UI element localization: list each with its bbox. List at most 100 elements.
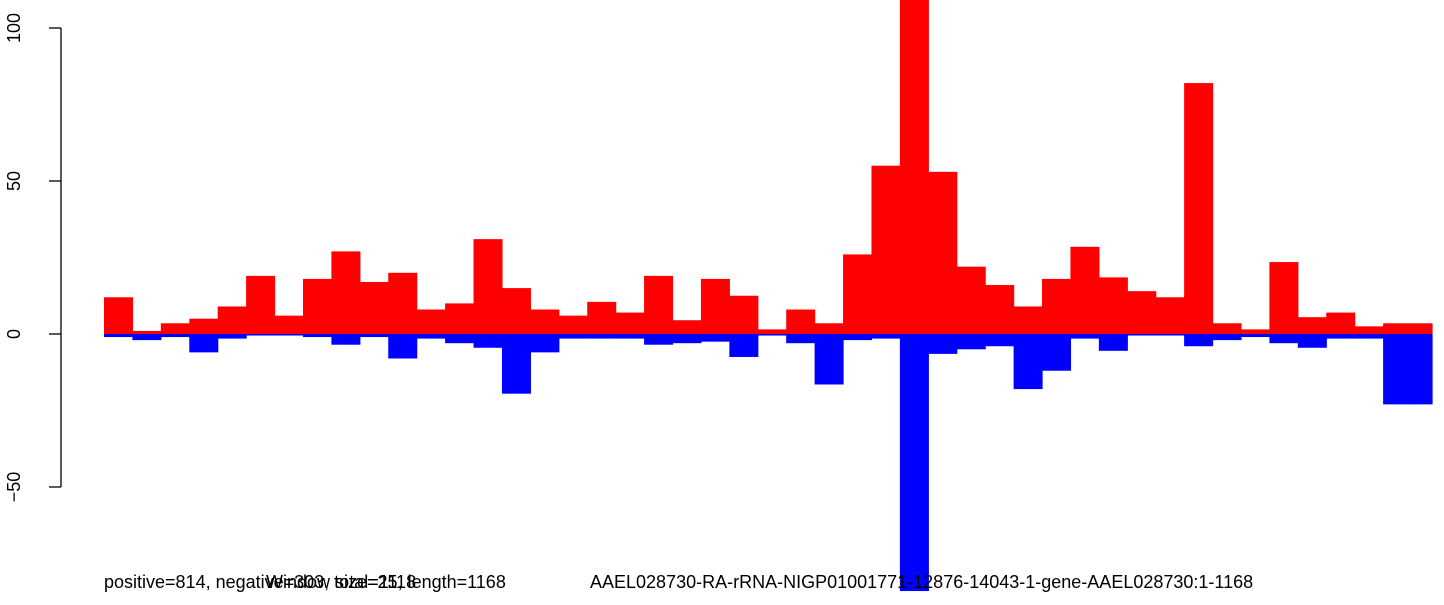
negative-bar — [615, 334, 645, 339]
positive-bar — [985, 285, 1015, 334]
positive-bar — [1013, 306, 1043, 334]
negative-bar — [956, 334, 986, 350]
negative-bar — [899, 334, 929, 592]
positive-bar — [274, 315, 304, 334]
positive-bar — [558, 315, 588, 334]
negative-bar — [1411, 334, 1433, 405]
positive-bar — [928, 171, 958, 334]
negative-bar — [644, 334, 674, 345]
negative-bar — [1297, 334, 1327, 348]
positive-bar — [757, 329, 787, 334]
negative-bar — [1127, 334, 1157, 336]
y-tick-label: 0 — [4, 329, 24, 339]
negative-bar — [1383, 334, 1413, 405]
caption-window: Window size=25, length=1168 — [266, 572, 506, 592]
negative-bar — [473, 334, 503, 348]
negative-bars — [104, 334, 1433, 592]
negative-bar — [1326, 334, 1356, 339]
positive-bar — [1411, 323, 1433, 334]
positive-bars — [104, 0, 1433, 335]
positive-bar — [1184, 83, 1214, 334]
positive-bar — [359, 281, 389, 334]
negative-bar — [1212, 334, 1242, 341]
caption: positive=814, negative=303, total=1118 W… — [0, 572, 1444, 602]
positive-bar — [672, 320, 702, 334]
caption-gene: AAEL028730-RA-rRNA-NIGP01001771-12876-14… — [590, 572, 1254, 592]
positive-bar — [132, 330, 162, 334]
negative-bar — [189, 334, 219, 353]
negative-bar — [814, 334, 844, 385]
negative-bar — [1184, 334, 1214, 347]
positive-bar — [644, 275, 674, 334]
positive-bar — [786, 309, 816, 334]
caption-counts: positive=814, negative=303, total=1118 — [104, 572, 417, 592]
negative-bar — [1354, 334, 1384, 339]
negative-bar — [928, 334, 958, 354]
positive-bar — [1212, 323, 1242, 334]
positive-bar — [189, 318, 219, 334]
positive-bar — [1042, 278, 1072, 334]
negative-bar — [1240, 334, 1271, 338]
negative-bar — [1042, 334, 1072, 371]
negative-bar — [501, 334, 531, 394]
positive-bar — [899, 0, 929, 335]
negative-bar — [985, 334, 1015, 347]
negative-bar — [217, 334, 247, 339]
negative-bar — [302, 334, 332, 338]
negative-bar — [359, 334, 389, 338]
positive-bar — [302, 278, 332, 334]
positive-bar — [1326, 312, 1356, 334]
positive-bar — [1098, 277, 1128, 334]
negative-bar — [388, 334, 418, 359]
y-axis: −50 0 50 100 — [4, 13, 62, 503]
positive-bar — [445, 303, 475, 334]
negative-bar — [246, 334, 276, 336]
positive-bar — [587, 301, 617, 334]
negative-bar — [757, 334, 787, 336]
y-tick-label: 50 — [4, 171, 24, 191]
positive-bar — [1240, 329, 1271, 334]
positive-bar — [729, 295, 759, 334]
positive-bar — [1297, 317, 1327, 334]
positive-bar — [871, 165, 901, 334]
positive-bar — [501, 288, 531, 334]
negative-bar — [672, 334, 702, 344]
negative-bar — [729, 334, 759, 357]
positive-bar — [1127, 291, 1157, 334]
positive-bar — [814, 323, 844, 334]
negative-bar — [530, 334, 560, 353]
positive-bar — [1155, 297, 1185, 334]
positive-bar — [700, 278, 730, 334]
positive-bar — [416, 309, 446, 334]
negative-bar — [1155, 334, 1185, 336]
negative-bar — [1098, 334, 1128, 351]
positive-bar — [160, 323, 190, 334]
positive-bar — [473, 239, 503, 334]
negative-bar — [558, 334, 588, 339]
negative-bar — [132, 334, 162, 341]
negative-bar — [274, 334, 304, 336]
negative-bar — [843, 334, 873, 341]
negative-bar — [331, 334, 361, 345]
positive-bar — [843, 254, 873, 334]
positive-bar — [1354, 326, 1384, 334]
positive-bar — [1383, 323, 1413, 334]
positive-bar — [246, 275, 276, 334]
negative-bar — [104, 334, 134, 338]
negative-bar — [700, 334, 730, 342]
negative-bar — [160, 334, 190, 338]
negative-bar — [1070, 334, 1100, 339]
positive-bar — [1269, 262, 1299, 334]
positive-bar — [530, 309, 560, 334]
positive-bar — [104, 297, 134, 334]
positive-bar — [1070, 246, 1100, 334]
positive-bar — [615, 312, 645, 334]
y-tick-label: 100 — [4, 13, 24, 43]
negative-bar — [786, 334, 816, 344]
positive-bar — [388, 272, 418, 334]
negative-bar — [871, 334, 901, 339]
negative-bar — [1013, 334, 1043, 390]
negative-bar — [416, 334, 446, 339]
y-tick-label: −50 — [4, 472, 24, 503]
